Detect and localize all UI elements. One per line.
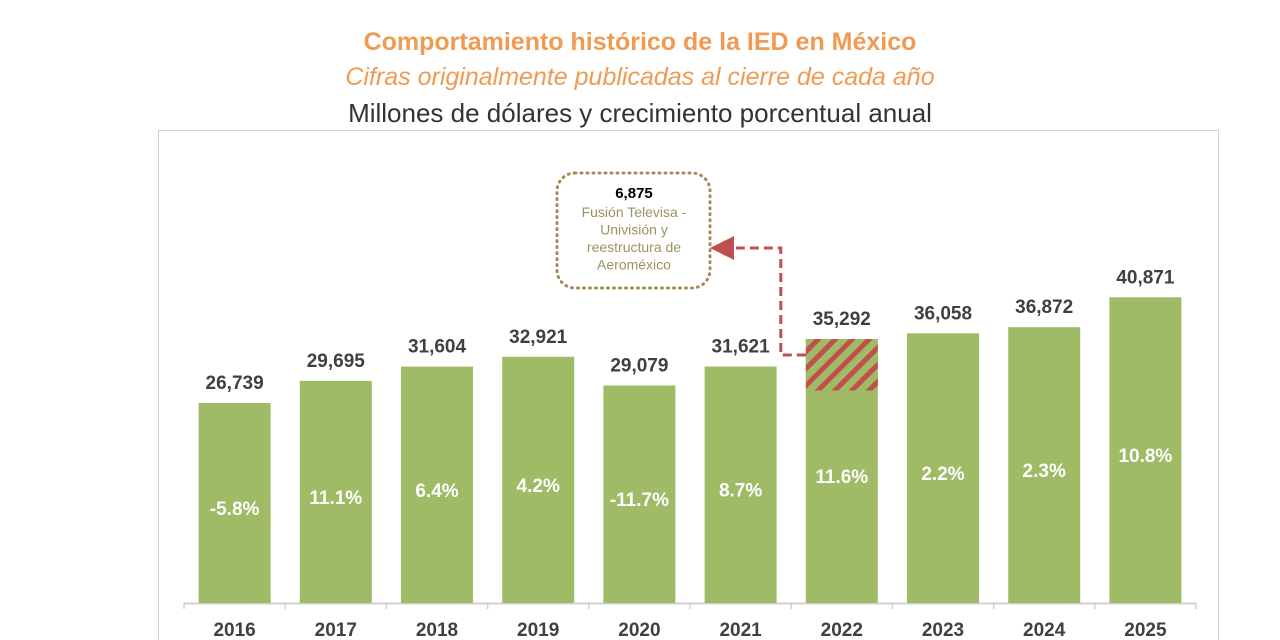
x-tick-label-2018: 2018 xyxy=(416,620,458,640)
x-tick-label-2021: 2021 xyxy=(719,620,762,640)
growth-label-2022: 11.6% xyxy=(815,467,868,488)
x-tick-label-2020: 2020 xyxy=(618,620,660,640)
x-tick-label-2022: 2022 xyxy=(821,620,863,640)
x-tick-label-2023: 2023 xyxy=(922,620,964,640)
growth-label-2019: 4.2% xyxy=(517,476,560,497)
value-label-2023: 36,058 xyxy=(914,303,972,324)
y-axis-label: Millones de dólares y crecimiento porcen… xyxy=(348,98,932,128)
bar-2025 xyxy=(1109,297,1182,603)
bar-2016 xyxy=(198,403,271,603)
growth-label-2018: 6.4% xyxy=(415,481,458,502)
x-tick-label-2017: 2017 xyxy=(315,620,357,640)
bar-2024 xyxy=(1008,327,1081,603)
x-tick-label-2025: 2025 xyxy=(1124,620,1167,640)
value-label-2022: 35,292 xyxy=(813,309,871,330)
value-label-2018: 31,604 xyxy=(408,337,467,358)
growth-label-2017: 11.1% xyxy=(309,488,362,509)
hatched-segment-2022 xyxy=(805,339,878,391)
bar-2020 xyxy=(603,385,676,603)
chart-title: Comportamiento histórico de la IED en Mé… xyxy=(363,28,917,56)
annotation-text-line: Univisión y xyxy=(600,222,668,238)
annotation-value: 6,875 xyxy=(615,185,653,202)
bar-2019 xyxy=(502,356,575,603)
annotation-text-line: reestructura de xyxy=(587,239,681,255)
growth-label-2016: -5.8% xyxy=(210,499,260,520)
annotation-text-line: Aeroméxico xyxy=(597,257,671,273)
bar-2023 xyxy=(907,333,979,603)
x-tick-label-2016: 2016 xyxy=(213,620,255,640)
value-label-2016: 26,739 xyxy=(206,373,264,394)
annotation-box xyxy=(555,171,712,290)
bar-2018 xyxy=(401,366,473,603)
value-label-2020: 29,079 xyxy=(610,355,668,376)
value-label-2021: 31,621 xyxy=(712,336,771,357)
growth-label-2025: 10.8% xyxy=(1118,446,1172,467)
plot-frame xyxy=(158,130,1219,640)
x-tick-label-2019: 2019 xyxy=(517,620,559,640)
value-label-2025: 40,871 xyxy=(1116,267,1175,288)
x-tick-label-2024: 2024 xyxy=(1023,620,1066,640)
value-label-2019: 32,921 xyxy=(509,327,568,348)
bar-2017 xyxy=(299,380,372,603)
growth-label-2021: 8.7% xyxy=(719,481,762,502)
value-label-2017: 29,695 xyxy=(307,351,366,372)
growth-label-2023: 2.2% xyxy=(921,464,964,485)
annotation-arrow xyxy=(710,236,806,357)
chart-subtitle: Cifras originalmente publicadas al cierr… xyxy=(345,63,935,91)
growth-label-2024: 2.3% xyxy=(1023,461,1066,482)
growth-label-2020: -11.7% xyxy=(610,490,669,511)
bar-2021 xyxy=(704,366,777,603)
annotation-text-line: Fusión Televisa - xyxy=(582,204,687,220)
value-label-2024: 36,872 xyxy=(1015,297,1073,318)
